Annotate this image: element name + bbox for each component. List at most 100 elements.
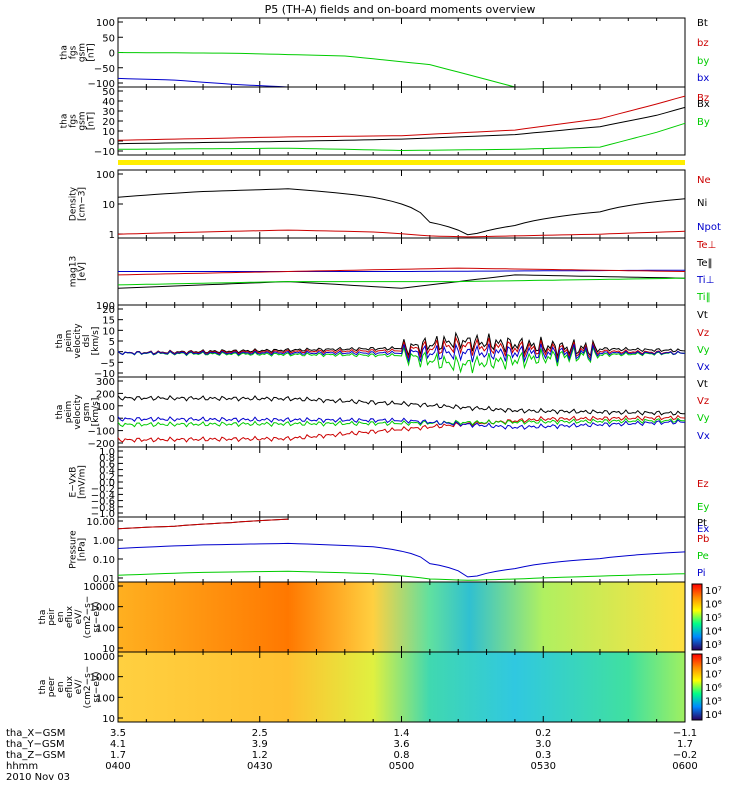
legend-entry: Pb xyxy=(697,534,709,545)
y-tick-label: 0.0 xyxy=(99,478,115,489)
colorbar-tick-label: 10⁴ xyxy=(705,627,722,638)
y-tick-label: 20 xyxy=(102,305,115,316)
y-axis-label: en xyxy=(56,681,66,692)
y-tick-label: 0.01 xyxy=(93,574,115,585)
y-tick-label: 1000 xyxy=(90,673,115,684)
series-line xyxy=(117,570,686,581)
y-tick-label: 50 xyxy=(102,87,115,98)
y-axis-label: eV/ xyxy=(74,609,84,625)
y-tick-label: 0 xyxy=(109,49,115,60)
panel-7: 10.00 1.00 0.10 0.01 Pressure [nPa] Pt Pb Pe Pi xyxy=(69,516,709,585)
y-tick-label: 100 xyxy=(96,693,115,704)
legend-entry: Vz xyxy=(697,328,709,339)
y-axis-label: tha xyxy=(60,45,70,60)
series-line xyxy=(117,188,686,236)
y-axis-label: E−VxB xyxy=(69,467,79,498)
x-tick-label: 3.9 xyxy=(252,739,268,750)
legend-entry: Ti‖ xyxy=(696,292,711,303)
x-tick-label: −1.1 xyxy=(673,728,697,739)
series-line xyxy=(117,345,685,374)
colorbar-tick-label: 10⁷ xyxy=(705,670,722,681)
colorbar-tick-label: 10⁵ xyxy=(705,613,722,624)
panel-2: 100 10 1 Density [cm−3] Ne Ni Npot xyxy=(69,169,721,241)
y-tick-label: 0 xyxy=(109,348,115,359)
y-axis-label: [km/s] xyxy=(91,398,101,427)
x-axis-row-label: tha_X−GSM xyxy=(6,728,65,739)
y-tick-label: 0.8 xyxy=(99,453,115,464)
y-axis-label: mag13 xyxy=(69,256,79,287)
y-axis-label: [eV] xyxy=(78,262,88,281)
y-axis-label: [nT] xyxy=(87,43,97,61)
x-tick-label: 0430 xyxy=(247,761,272,772)
series-line xyxy=(117,417,686,428)
y-tick-label: −1.0 xyxy=(91,509,115,520)
x-tick-label: −0.2 xyxy=(673,750,697,761)
y-tick-label: 20 xyxy=(102,117,115,128)
y-axis-label: gsm xyxy=(82,402,92,421)
panel-8: 10000 1000 100 10 tha peir en eflux eV/(cm2−s− sr… xyxy=(38,581,722,655)
legend-entry: by xyxy=(697,56,709,67)
legend-entry: Vz xyxy=(697,396,709,407)
series-line xyxy=(117,542,686,578)
x-tick-label: 2.5 xyxy=(252,728,268,739)
legend-entry: Ex xyxy=(697,524,709,535)
panel-frame xyxy=(117,17,686,88)
panel-frame xyxy=(117,86,686,156)
y-tick-label: 10 xyxy=(102,326,115,337)
colorbar-tick-label: 10⁶ xyxy=(705,600,722,611)
legend-entry: Ti⊥ xyxy=(696,275,714,286)
legend-entry: Pt xyxy=(697,518,707,529)
y-tick-label: 10 xyxy=(102,644,115,655)
series-line xyxy=(118,122,686,152)
y-tick-label: −100 xyxy=(88,79,115,90)
series-line xyxy=(117,395,686,416)
y-axis-label: fgs xyxy=(69,45,79,59)
date-label: 2010 Nov 03 xyxy=(6,772,70,783)
panel-frame xyxy=(117,304,686,378)
y-axis-label: tha xyxy=(55,405,65,420)
legend-entry: Te⊥ xyxy=(696,240,716,251)
colorbar-tick-label: 10⁸ xyxy=(705,656,722,667)
y-tick-label: 30 xyxy=(102,107,115,118)
legend-entry: Vy xyxy=(697,413,710,424)
series-line xyxy=(117,277,686,286)
x-tick-label: 0400 xyxy=(105,761,130,772)
series-line xyxy=(117,267,686,276)
legend-entry: Vt xyxy=(697,379,708,390)
y-axis-label: en xyxy=(56,611,66,622)
colorbar xyxy=(691,583,703,651)
y-tick-label: 0.2 xyxy=(99,472,115,483)
y-axis-label: [nPa] xyxy=(78,538,88,561)
legend-entry: Pe xyxy=(697,551,709,562)
series-line xyxy=(117,52,516,88)
colorbar-tick-label: 10⁴ xyxy=(705,710,722,721)
x-tick-label: 0.2 xyxy=(535,728,551,739)
legend-entry: Npot xyxy=(697,222,721,233)
x-tick-label: 4.1 xyxy=(110,739,126,750)
x-tick-label: 0600 xyxy=(672,761,697,772)
y-axis-label: tha xyxy=(38,680,48,695)
y-tick-label: 0 xyxy=(109,414,115,425)
y-tick-label: 10 xyxy=(102,714,115,725)
y-tick-label: 1000 xyxy=(90,603,115,614)
y-axis-label: tha xyxy=(60,114,70,129)
y-axis-label: fgs xyxy=(69,114,79,128)
y-tick-label: 100 xyxy=(96,170,115,181)
y-axis-label: peir xyxy=(47,608,57,626)
series-line xyxy=(117,518,289,530)
y-tick-label: 1.0 xyxy=(99,447,115,458)
legend-entry: Bt xyxy=(697,18,708,29)
y-axis-label: eV/ xyxy=(74,679,84,695)
y-tick-label: 100 xyxy=(96,402,115,413)
legend-entry: Ni xyxy=(697,198,707,209)
y-axis-label: [nT] xyxy=(87,112,97,130)
y-tick-label: −0.2 xyxy=(91,484,115,495)
y-axis-label: [mV/m] xyxy=(78,465,88,499)
legend-entry: bx xyxy=(697,73,709,84)
x-axis-row-label: hhmm xyxy=(6,761,38,772)
y-axis-label: eflux xyxy=(65,605,75,628)
colorbar-tick-label: 10³ xyxy=(705,640,722,651)
y-tick-label: 100 xyxy=(96,623,115,634)
